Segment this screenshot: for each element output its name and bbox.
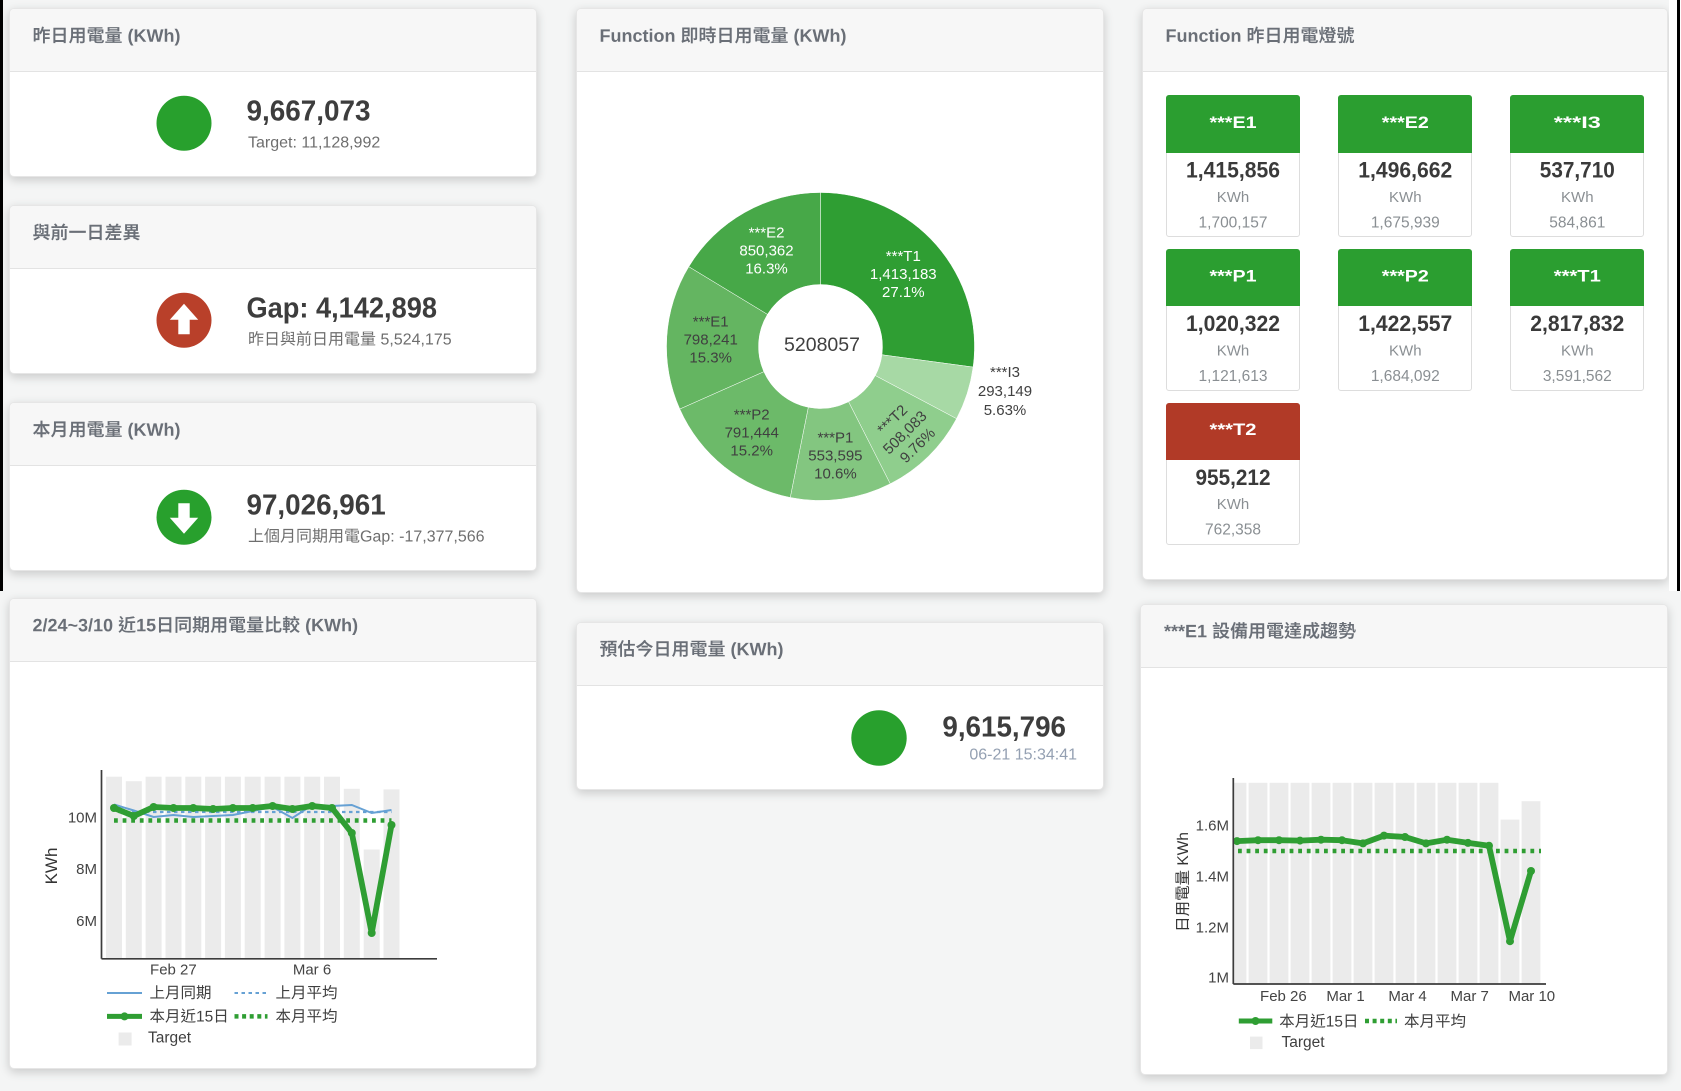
svg-text:Feb 26: Feb 26 xyxy=(1260,988,1307,1005)
svg-text:1,422,557: 1,422,557 xyxy=(1358,311,1452,336)
svg-text:537,710: 537,710 xyxy=(1540,158,1615,183)
svg-text:KWh: KWh xyxy=(1389,189,1422,206)
svg-text:5208057: 5208057 xyxy=(784,334,860,356)
svg-text:***T2: ***T2 xyxy=(1210,420,1257,439)
svg-text:1M: 1M xyxy=(1208,970,1229,987)
svg-text:1,700,157: 1,700,157 xyxy=(1199,214,1268,231)
svg-text:2,817,832: 2,817,832 xyxy=(1530,311,1624,336)
svg-text:798,241: 798,241 xyxy=(684,332,738,349)
svg-text:KWh: KWh xyxy=(1561,342,1594,359)
svg-text:1,413,183: 1,413,183 xyxy=(870,266,937,283)
svg-text:15.2%: 15.2% xyxy=(730,442,773,459)
svg-text:KWh: KWh xyxy=(42,848,61,885)
svg-text:***P2: ***P2 xyxy=(734,406,770,423)
svg-text:KWh: KWh xyxy=(1561,189,1594,206)
svg-text:Mar 7: Mar 7 xyxy=(1451,988,1489,1005)
svg-text:9,667,073: 9,667,073 xyxy=(247,96,371,128)
svg-text:***E2: ***E2 xyxy=(749,225,785,242)
svg-text:10M: 10M xyxy=(68,810,97,827)
svg-text:***E2: ***E2 xyxy=(1382,113,1429,132)
svg-text:06-21 15:34:41: 06-21 15:34:41 xyxy=(969,746,1077,763)
svg-text:1,496,662: 1,496,662 xyxy=(1358,158,1452,183)
svg-text:97,026,961: 97,026,961 xyxy=(247,490,386,522)
svg-text:6M: 6M xyxy=(76,913,97,930)
svg-text:27.1%: 27.1% xyxy=(882,284,925,301)
svg-text:KWh: KWh xyxy=(1217,342,1250,359)
svg-text:Target: Target xyxy=(148,1030,192,1047)
svg-text:***E1: ***E1 xyxy=(693,314,729,331)
svg-text:5.63%: 5.63% xyxy=(984,402,1027,419)
svg-text:762,358: 762,358 xyxy=(1205,522,1261,539)
svg-text:15.3%: 15.3% xyxy=(689,350,732,367)
svg-text:1.2M: 1.2M xyxy=(1196,920,1229,937)
svg-text:584,861: 584,861 xyxy=(1549,214,1605,231)
svg-text:***P1: ***P1 xyxy=(1210,267,1257,286)
svg-text:***I3: ***I3 xyxy=(990,364,1020,381)
svg-text:791,444: 791,444 xyxy=(725,424,779,441)
svg-text:8M: 8M xyxy=(76,861,97,878)
svg-text:Mar 10: Mar 10 xyxy=(1508,988,1555,1005)
svg-text:KWh: KWh xyxy=(1389,342,1422,359)
svg-text:293,149: 293,149 xyxy=(978,383,1032,400)
svg-text:10.6%: 10.6% xyxy=(814,466,857,483)
svg-text:3,591,562: 3,591,562 xyxy=(1543,368,1612,385)
svg-text:***I3: ***I3 xyxy=(1554,113,1601,132)
svg-text:Mar 6: Mar 6 xyxy=(293,962,331,979)
svg-text:850,362: 850,362 xyxy=(739,243,793,260)
svg-text:1.4M: 1.4M xyxy=(1196,869,1229,886)
svg-text:1,675,939: 1,675,939 xyxy=(1371,214,1440,231)
svg-text:1,121,613: 1,121,613 xyxy=(1199,368,1268,385)
svg-text:***T1: ***T1 xyxy=(1554,267,1601,286)
svg-text:Target: 11,128,992: Target: 11,128,992 xyxy=(248,135,380,152)
svg-text:Target: Target xyxy=(1282,1034,1326,1051)
svg-text:553,595: 553,595 xyxy=(808,448,862,465)
svg-text:Feb 27: Feb 27 xyxy=(150,962,197,979)
svg-text:Mar 1: Mar 1 xyxy=(1326,988,1364,1005)
svg-text:1,020,322: 1,020,322 xyxy=(1186,311,1280,336)
svg-text:16.3%: 16.3% xyxy=(745,261,788,278)
svg-text:KWh: KWh xyxy=(1217,189,1250,206)
svg-text:***E1: ***E1 xyxy=(1210,113,1257,132)
svg-text:Mar 4: Mar 4 xyxy=(1388,988,1426,1005)
svg-text:***T1: ***T1 xyxy=(886,248,921,265)
svg-text:1.6M: 1.6M xyxy=(1196,818,1229,835)
svg-text:955,212: 955,212 xyxy=(1196,465,1271,490)
svg-text:KWh: KWh xyxy=(1217,496,1250,513)
svg-text:Gap: 4,142,898: Gap: 4,142,898 xyxy=(247,293,438,325)
svg-text:***P2: ***P2 xyxy=(1382,267,1429,286)
svg-text:9,615,796: 9,615,796 xyxy=(942,712,1066,744)
svg-text:***P1: ***P1 xyxy=(817,430,853,447)
svg-text:1,415,856: 1,415,856 xyxy=(1186,158,1280,183)
svg-text:1,684,092: 1,684,092 xyxy=(1371,368,1440,385)
